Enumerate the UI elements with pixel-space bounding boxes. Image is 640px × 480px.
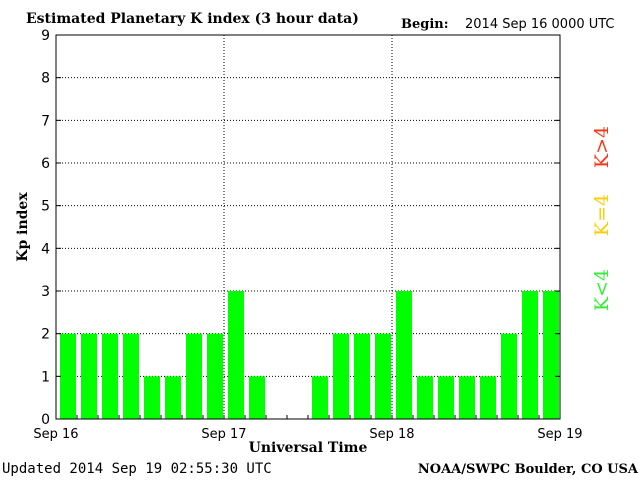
kp-bar: [459, 376, 475, 419]
y-tick-label: 7: [41, 113, 50, 129]
kp-bar: [186, 333, 202, 419]
begin-value: 2014 Sep 16 0000 UTC: [465, 17, 615, 32]
legend-item: K=4: [591, 194, 613, 236]
legend-item: K<4: [591, 269, 613, 311]
kp-bar: [501, 333, 517, 419]
y-tick-label: 2: [41, 327, 50, 343]
kp-bar: [144, 376, 160, 419]
kp-bar: [81, 333, 97, 419]
x-tick-label: Sep 16: [33, 427, 78, 442]
begin-label: Begin:: [401, 17, 449, 32]
y-tick-label: 5: [41, 199, 50, 215]
legend-item: K>4: [591, 126, 613, 168]
kp-bar: [249, 376, 265, 419]
x-tick-label: Sep 18: [369, 427, 414, 442]
y-tick-label: 4: [41, 241, 50, 257]
kp-bar: [60, 333, 76, 419]
y-tick-label: 8: [41, 71, 50, 87]
y-tick-label: 1: [41, 369, 50, 385]
kp-bar: [228, 291, 244, 419]
kp-bar: [480, 376, 496, 419]
x-tick-label: Sep 17: [201, 427, 246, 442]
kp-bar: [165, 376, 181, 419]
x-tick-label: Sep 19: [537, 427, 582, 442]
kp-bar: [333, 333, 349, 419]
kp-bar: [417, 376, 433, 419]
kp-bar: [207, 333, 223, 419]
kp-bar: [543, 291, 559, 419]
kp-bar: [312, 376, 328, 419]
kp-bar: [354, 333, 370, 419]
updated-footer: Updated 2014 Sep 19 02:55:30 UTC: [2, 461, 272, 477]
y-tick-label: 0: [41, 412, 50, 428]
kp-bar: [396, 291, 412, 419]
kp-bar: [522, 291, 538, 419]
x-axis-ticks: Sep 16 Sep 17 Sep 18 Sep 19: [33, 415, 583, 442]
gridlines: [56, 35, 560, 419]
y-tick-label: 3: [41, 284, 50, 300]
kp-bar: [375, 333, 391, 419]
chart-title: Estimated Planetary K index (3 hour data…: [26, 11, 359, 27]
x-axis-label: Universal Time: [249, 440, 368, 456]
kp-bar: [123, 333, 139, 419]
legend: K<4 K=4 K>4: [591, 126, 613, 311]
y-axis-label: Kp index: [15, 192, 31, 262]
y-tick-label: 9: [41, 28, 50, 44]
source-footer: NOAA/SWPC Boulder, CO USA: [418, 462, 639, 477]
kp-bar: [438, 376, 454, 419]
kp-bar: [102, 333, 118, 419]
y-axis-ticks: 0 1 2 3 4 5 6 7 8 9: [41, 28, 560, 428]
y-tick-label: 6: [41, 156, 50, 172]
bars: [60, 291, 559, 419]
